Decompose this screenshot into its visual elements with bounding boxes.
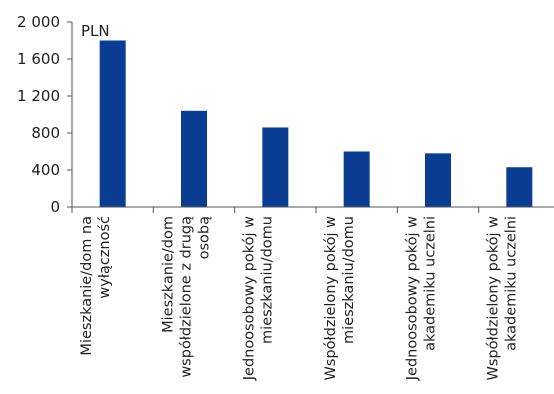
x-category-label: Jednoosobowy pokój w [242,216,258,381]
x-category-label: Mieszkanie/dom na [79,216,95,356]
bars [99,40,533,207]
x-category-label: Współdzielony pokój w [323,216,339,381]
unit-label: PLN [81,22,110,40]
x-category-label: osobą [196,216,212,260]
x-category-label: mieszkaniu/domu [341,216,357,344]
bar [99,40,126,207]
y-tick-label: 2 000 [17,13,60,31]
bar [506,167,533,207]
x-category-label: Jednoosobowy pokój w [404,216,420,381]
y-tick-label: 0 [50,198,60,216]
y-axis: 0 400 800 1 200 1 600 2 000 [17,13,73,216]
x-category-label: Mieszkanie/dom [160,216,176,333]
x-category-label: mieszkaniu/domu [260,216,276,344]
x-category-label: akademiku uczelni [422,216,438,351]
y-tick-label: 1 200 [17,87,60,105]
x-category-label: wyłączność [97,216,113,299]
bar [343,151,370,207]
x-category-label: współdzielone z drugą [178,216,194,378]
y-tick-label: 1 600 [17,50,60,68]
x-category-label: Współdzielony pokój w [486,216,502,381]
x-category-label: akademiku uczelni [504,216,520,351]
bar [425,153,451,207]
bar [262,127,289,207]
y-tick-label: 800 [31,124,60,142]
bar [181,110,207,207]
y-tick-label: 400 [31,161,60,179]
x-axis: Mieszkanie/dom na wyłączność Mieszkanie/do… [71,206,554,381]
